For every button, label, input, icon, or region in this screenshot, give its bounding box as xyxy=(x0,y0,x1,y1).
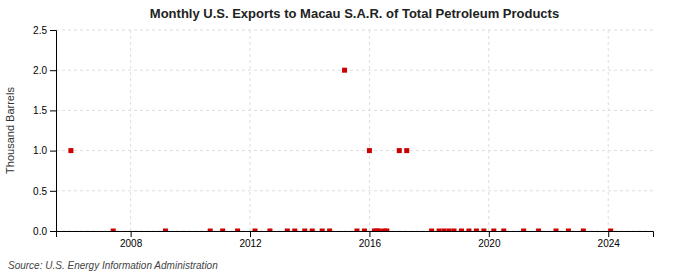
y-tick-label: 1.0 xyxy=(33,145,47,156)
x-tick: 2024 xyxy=(598,231,621,249)
x-tick-mark xyxy=(608,231,609,237)
point xyxy=(253,229,258,232)
x-grid-line xyxy=(488,30,489,231)
y-grid-line xyxy=(56,30,653,31)
point xyxy=(327,229,332,232)
point xyxy=(235,229,240,232)
point xyxy=(320,229,325,232)
point xyxy=(354,229,359,232)
x-tick-label: 2008 xyxy=(120,238,143,249)
point xyxy=(442,229,447,232)
y-tick: 2.0 xyxy=(33,65,56,76)
y-tick-label: 2.5 xyxy=(33,25,47,36)
y-tick: 0.5 xyxy=(33,186,56,197)
title: Monthly U.S. Exports to Macau S.A.R. of … xyxy=(150,6,559,21)
y-grid-line xyxy=(56,150,653,151)
point xyxy=(367,148,372,153)
x-tick: 2020 xyxy=(478,231,501,249)
x-grid-line xyxy=(369,30,370,231)
point xyxy=(459,229,464,232)
y-tick-mark xyxy=(50,70,56,71)
y-tick-label: 0.5 xyxy=(33,186,47,197)
y-tick-mark xyxy=(50,151,56,152)
y-tick: 2.5 xyxy=(33,25,56,36)
point xyxy=(285,229,290,232)
y-tick: 1.5 xyxy=(33,105,56,116)
y-tick: 0.0 xyxy=(33,226,56,237)
x-grid-line xyxy=(250,30,251,231)
point xyxy=(342,68,347,73)
x-grid-line xyxy=(608,30,609,231)
y-axis-line xyxy=(50,31,57,232)
x-tick: 2012 xyxy=(239,231,262,249)
x-tick-label: 2012 xyxy=(239,238,262,249)
point xyxy=(68,148,73,153)
x-tick-mark xyxy=(250,231,251,237)
point xyxy=(553,229,558,232)
y-tick-label: 1.5 xyxy=(33,105,47,116)
x-tick-label: 2020 xyxy=(478,238,501,249)
point xyxy=(310,229,315,232)
point xyxy=(292,229,297,232)
point xyxy=(302,229,307,232)
point xyxy=(466,229,471,232)
point xyxy=(581,229,586,232)
point xyxy=(429,229,434,232)
point xyxy=(474,229,479,232)
y-tick-label: 0.0 xyxy=(33,226,47,237)
y-tick: 1.0 xyxy=(33,145,56,156)
point xyxy=(608,229,613,232)
x-tick: 2016 xyxy=(359,231,382,249)
x-tick-label: 2016 xyxy=(359,238,382,249)
y-grid-line xyxy=(56,70,653,71)
y-tick-mark xyxy=(50,30,56,31)
point xyxy=(536,229,541,232)
y-tick-mark xyxy=(50,110,56,111)
x-tick-label: 2024 xyxy=(598,238,621,249)
point xyxy=(501,229,506,232)
point xyxy=(521,229,526,232)
y-tick-label: 2.0 xyxy=(33,65,47,76)
point xyxy=(377,229,382,232)
point xyxy=(362,229,367,232)
y-grid-line xyxy=(56,110,653,111)
x-tick-mark xyxy=(131,231,132,237)
points xyxy=(68,68,613,231)
y-tick-mark xyxy=(50,191,56,192)
x-grid-line xyxy=(130,30,131,231)
plot-area: 2008 2012 2016 2020 2024 0.0 0.5 1.0 1.5 2.0 2.5 xyxy=(33,25,653,249)
point xyxy=(452,229,457,232)
y-tick-mark xyxy=(50,231,56,232)
x-tick: 2008 xyxy=(120,231,143,249)
point xyxy=(208,229,213,232)
point xyxy=(481,229,486,232)
x-axis: 2008 2012 2016 2020 2024 xyxy=(57,231,654,249)
point xyxy=(267,229,272,232)
point xyxy=(384,229,389,232)
grid xyxy=(56,30,653,231)
point xyxy=(111,229,116,232)
chart: 2008 2012 2016 2020 2024 0.0 0.5 1.0 1.5 2.0 2.5 Mo… xyxy=(0,0,675,275)
point xyxy=(397,148,402,153)
y-axis-title: Thousand Barrels xyxy=(4,87,16,174)
point xyxy=(220,229,225,232)
point xyxy=(566,229,571,232)
y-axis: 0.0 0.5 1.0 1.5 2.0 2.5 xyxy=(33,25,56,237)
y-grid-line xyxy=(56,190,653,191)
point xyxy=(163,229,168,232)
point xyxy=(447,229,452,232)
x-axis-line xyxy=(57,232,654,238)
source: Source: U.S. Energy Information Administ… xyxy=(8,260,218,271)
point xyxy=(404,148,409,153)
x-tick-mark xyxy=(369,231,370,237)
point xyxy=(437,229,442,232)
x-tick-mark xyxy=(489,231,490,237)
point xyxy=(491,229,496,232)
